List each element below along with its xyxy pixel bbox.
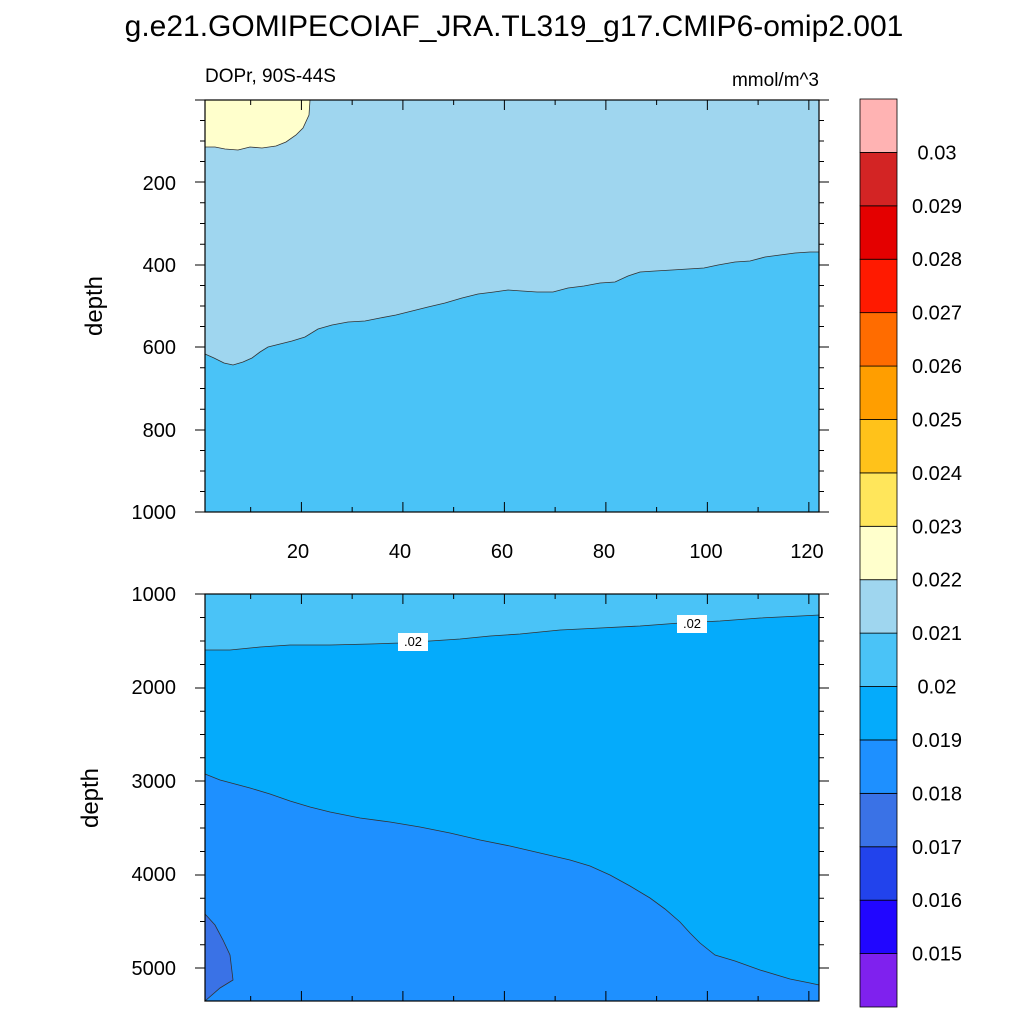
lower-ytick-label: 3000 xyxy=(132,771,177,793)
lower-ytick-label: 4000 xyxy=(132,864,177,886)
upper-ytick-label: 800 xyxy=(143,420,176,442)
lower-ylabel: depth xyxy=(77,768,104,828)
colorbar-swatch xyxy=(859,98,898,153)
colorbar-swatch xyxy=(859,686,898,741)
xtick-label: 100 xyxy=(689,541,722,563)
lower-ytick-label: 1000 xyxy=(132,584,177,606)
colorbar-swatch xyxy=(859,632,898,687)
xtick-label: 60 xyxy=(491,541,513,563)
contour-label: .02 xyxy=(404,634,422,649)
units-label: mmol/m^3 xyxy=(732,70,819,91)
colorbar-label: 0.017 xyxy=(912,837,962,859)
colorbar-label: 0.029 xyxy=(912,196,962,218)
upper-ylabel: depth xyxy=(81,276,108,336)
upper-ytick-label: 200 xyxy=(143,173,176,195)
colorbar-swatch xyxy=(859,525,898,581)
lower-region-017-018 xyxy=(204,912,234,1002)
colorbar-label: 0.03 xyxy=(918,142,957,164)
colorbar-swatch xyxy=(859,365,898,420)
colorbar-swatch xyxy=(859,579,898,634)
colorbar-swatch xyxy=(859,846,898,901)
colorbar-swatch xyxy=(859,419,898,474)
colorbar-label: 0.016 xyxy=(912,890,962,912)
colorbar-swatch xyxy=(859,739,898,794)
lower-ytick-label: 5000 xyxy=(132,958,177,980)
left-subtitle: DOPr, 90S-44S xyxy=(205,66,336,87)
colorbar-label: 0.028 xyxy=(912,249,962,271)
colorbar-label: 0.018 xyxy=(912,783,962,805)
upper-tick-marks xyxy=(195,99,829,513)
lower-ytick-label: 2000 xyxy=(132,677,177,699)
contour-label: .02 xyxy=(683,616,701,631)
colorbar-label: 0.015 xyxy=(912,944,962,966)
lower-panel: .02 .02 1000 2000 3000 4000 5000 depth xyxy=(77,584,829,1002)
colorbar-label: 0.025 xyxy=(912,409,962,431)
lower-region-018-019 xyxy=(204,773,820,1002)
upper-ytick-label: 1000 xyxy=(132,502,177,524)
upper-ytick-label: 400 xyxy=(143,255,176,277)
colorbar-label: 0.021 xyxy=(912,623,962,645)
chart-title: g.e21.GOMIPECOIAF_JRA.TL319_g17.CMIP6-om… xyxy=(125,10,904,43)
colorbar-label: 0.023 xyxy=(912,516,962,538)
xtick-label: 120 xyxy=(790,541,823,563)
xtick-label: 20 xyxy=(287,541,309,563)
colorbar-label: 0.02 xyxy=(918,677,957,699)
colorbar-label: 0.027 xyxy=(912,303,962,325)
xtick-label: 40 xyxy=(389,541,411,563)
lower-plot-frame xyxy=(204,593,820,1002)
xtick-label: 80 xyxy=(593,541,615,563)
colorbar-swatch xyxy=(859,472,898,527)
colorbar-swatch xyxy=(859,205,898,260)
colorbar-swatch xyxy=(859,899,898,954)
upper-region-022-023 xyxy=(204,99,311,151)
colorbar: 0.015 0.016 0.017 0.018 0.019 0.02 0.021 0.022 0… xyxy=(859,98,962,1008)
upper-panel: 200 400 600 800 1000 20 40 60 80 100 120… xyxy=(81,99,829,563)
lower-tick-marks xyxy=(195,593,829,1001)
colorbar-label: 0.019 xyxy=(912,730,962,752)
colorbar-swatch xyxy=(859,258,898,314)
upper-region-020-021 xyxy=(204,251,820,513)
colorbar-swatch xyxy=(859,152,898,207)
colorbar-swatch xyxy=(859,312,898,367)
upper-ytick-label: 600 xyxy=(143,337,176,359)
colorbar-label: 0.022 xyxy=(912,570,962,592)
contour-label-box xyxy=(677,615,707,633)
colorbar-swatch xyxy=(859,953,898,1008)
colorbar-label: 0.024 xyxy=(912,463,962,485)
contour-label-box xyxy=(398,633,428,651)
colorbar-swatch xyxy=(859,792,898,848)
colorbar-label: 0.026 xyxy=(912,356,962,378)
